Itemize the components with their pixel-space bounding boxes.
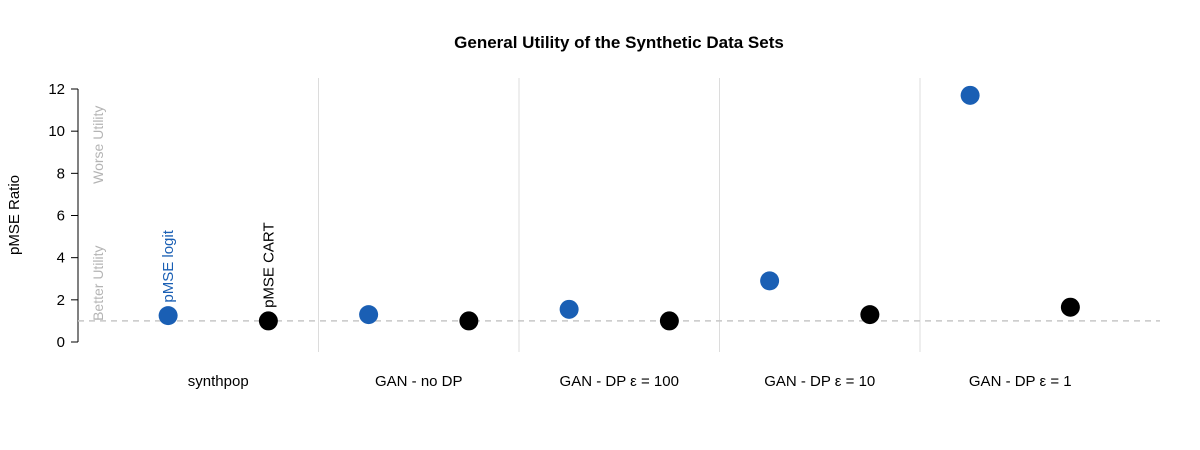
data-point	[659, 311, 679, 331]
y-tick-label: 8	[57, 165, 65, 182]
category-label: synthpop	[188, 373, 249, 390]
data-point	[1060, 297, 1080, 317]
series-label: pMSE CART	[260, 222, 277, 308]
data-point	[960, 85, 980, 105]
y-tick-label: 12	[48, 81, 65, 98]
chart-title: General Utility of the Synthetic Data Se…	[454, 33, 784, 52]
y-tick-label: 10	[48, 123, 65, 140]
worse-utility-annotation: Worse Utility	[90, 106, 106, 184]
category-label: GAN - DP ε = 1	[969, 373, 1072, 390]
data-point	[760, 271, 780, 291]
data-point	[258, 311, 278, 331]
y-axis-label: pMSE Ratio	[6, 175, 23, 255]
y-tick-label: 4	[57, 250, 65, 267]
data-point	[359, 305, 379, 325]
category-label: GAN - DP ε = 100	[560, 373, 679, 390]
category-label: GAN - DP ε = 10	[764, 373, 875, 390]
data-point	[459, 311, 479, 331]
y-tick-label: 2	[57, 292, 65, 309]
category-label: GAN - no DP	[375, 373, 463, 390]
better-utility-annotation: Better Utility	[90, 245, 106, 320]
plot-area: 0 2 4 6 8 10 12 synthpop GAN - no DP GAN - DP ε =…	[48, 78, 1160, 390]
data-point	[158, 306, 178, 326]
y-tick-label: 0	[57, 334, 65, 351]
series-label: pMSE logit	[160, 229, 177, 302]
data-point	[860, 305, 880, 325]
y-tick-label: 6	[57, 208, 65, 225]
data-point	[559, 299, 579, 319]
